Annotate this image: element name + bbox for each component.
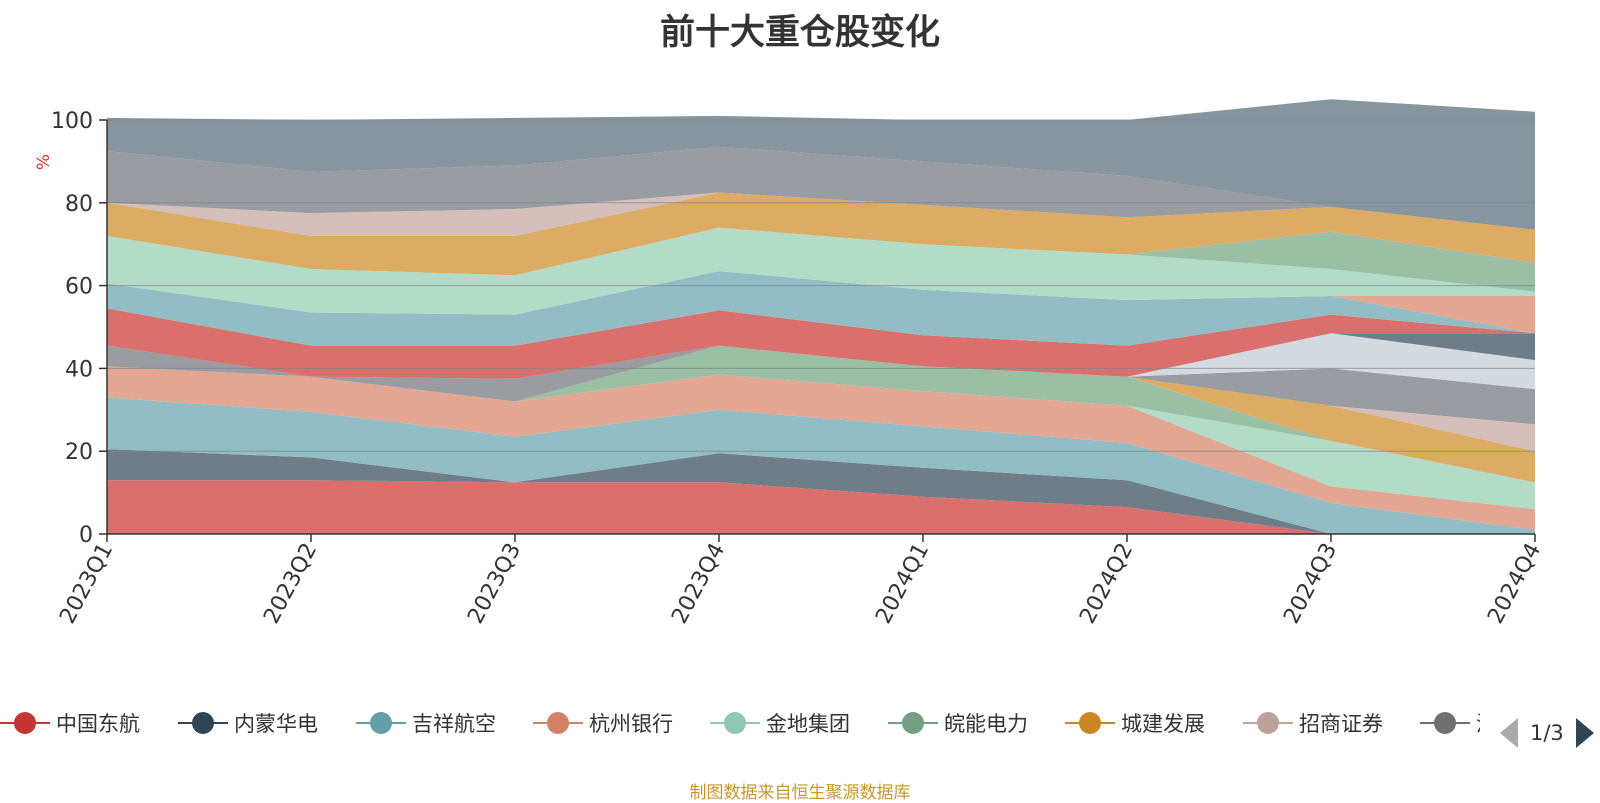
- legend-label: 温: [1476, 708, 1480, 738]
- legend-label: 中国东航: [56, 712, 140, 736]
- y-axis-label: %: [34, 154, 54, 170]
- legend-item-9[interactable]: 温: [1420, 708, 1480, 738]
- area-series-12[interactable]: [107, 308, 1535, 379]
- x-tick-label-5: 2024Q2: [1075, 539, 1138, 628]
- legend-item-1[interactable]: 中国东航: [0, 708, 140, 738]
- chart-title: 前十大重仓股变化: [659, 13, 940, 53]
- legend-item-2[interactable]: 内蒙华电: [178, 708, 318, 738]
- legend-label: 皖能电力: [944, 712, 1028, 736]
- legend-item-5[interactable]: 金地集团: [710, 708, 850, 738]
- legend-line-marker-icon: [1243, 708, 1293, 738]
- area-series-17[interactable]: [107, 192, 1535, 276]
- area-series-7[interactable]: [107, 345, 1535, 483]
- legend-label: 金地集团: [766, 712, 850, 736]
- area-series-11[interactable]: [107, 333, 1535, 379]
- area-series-4[interactable]: [107, 366, 1535, 530]
- legend-pager: 1/3: [1500, 716, 1594, 750]
- legend-page-indicator: 1/3: [1530, 721, 1564, 745]
- area-series-19[interactable]: [107, 146, 1535, 230]
- legend-label: 杭州银行: [589, 712, 673, 736]
- legend-item-4[interactable]: 杭州银行: [533, 708, 673, 738]
- area-series-group: [107, 99, 1535, 534]
- legend-label: 城建发展: [1121, 712, 1205, 736]
- area-series-9[interactable]: [107, 345, 1535, 425]
- area-series-1[interactable]: [107, 480, 1535, 534]
- legend-line-marker-icon: [533, 708, 583, 738]
- x-tick-label-6: 2024Q3: [1279, 539, 1342, 628]
- legend-label: 吉祥航空: [412, 712, 496, 736]
- area-series-13[interactable]: [107, 271, 1535, 346]
- y-tick-label-5: 100: [51, 109, 93, 134]
- x-tick-label-2: 2023Q3: [463, 539, 526, 628]
- y-tick-label-2: 40: [65, 357, 93, 382]
- legend-label: 内蒙华电: [234, 712, 318, 736]
- area-series-15[interactable]: [107, 227, 1535, 315]
- y-tick-label-1: 20: [65, 440, 93, 465]
- legend-item-7[interactable]: 城建发展: [1065, 708, 1205, 738]
- legend-item-6[interactable]: 皖能电力: [888, 708, 1028, 738]
- legend-line-marker-icon: [888, 708, 938, 738]
- legend-item-3[interactable]: 吉祥航空: [356, 708, 496, 738]
- legend-line-marker-icon: [1065, 708, 1115, 738]
- y-tick-label-4: 80: [65, 192, 93, 217]
- legend-line-marker-icon: [0, 708, 50, 738]
- legend-line-marker-icon: [1420, 708, 1470, 738]
- x-tick-label-0: 2023Q1: [55, 539, 118, 628]
- legend-line-marker-icon: [356, 708, 406, 738]
- legend-item-8[interactable]: 招商证券: [1243, 708, 1383, 738]
- x-tick-label-7: 2024Q4: [1483, 539, 1546, 628]
- y-tick-label-0: 0: [79, 523, 93, 548]
- legend-line-marker-icon: [710, 708, 760, 738]
- x-tick-label-3: 2023Q4: [667, 539, 730, 628]
- legend-prev-page-button[interactable]: [1500, 718, 1518, 748]
- area-series-2[interactable]: [107, 449, 1535, 534]
- area-series-18[interactable]: [107, 192, 1535, 236]
- grid-lines: [107, 119, 1535, 452]
- area-series-6[interactable]: [107, 345, 1535, 483]
- area-series-10[interactable]: [107, 333, 1535, 390]
- area-series-5[interactable]: [107, 366, 1535, 510]
- area-series-16[interactable]: [107, 227, 1535, 292]
- legend-label: 招商证券: [1299, 712, 1383, 736]
- area-series-3[interactable]: [107, 397, 1535, 534]
- legend-next-page-button[interactable]: [1575, 718, 1594, 748]
- x-tick-label-4: 2024Q1: [871, 539, 934, 628]
- legend-line-marker-icon: [178, 708, 228, 738]
- stacked-area-chart: 0 20 40 60 80 100 2023Q1 2023Q2 2023Q3 2023Q4 2024…: [34, 99, 1546, 628]
- data-source-note: 制图数据来自恒生聚源数据库: [689, 783, 911, 803]
- area-series-20[interactable]: [107, 99, 1535, 230]
- legend: 中国东航 内蒙华电 吉祥航空 杭州银行 金地集团 皖能电力 城建发展 招商证券 温: [0, 708, 1480, 738]
- y-tick-label-3: 60: [65, 275, 93, 300]
- x-tick-label-1: 2023Q2: [259, 539, 322, 628]
